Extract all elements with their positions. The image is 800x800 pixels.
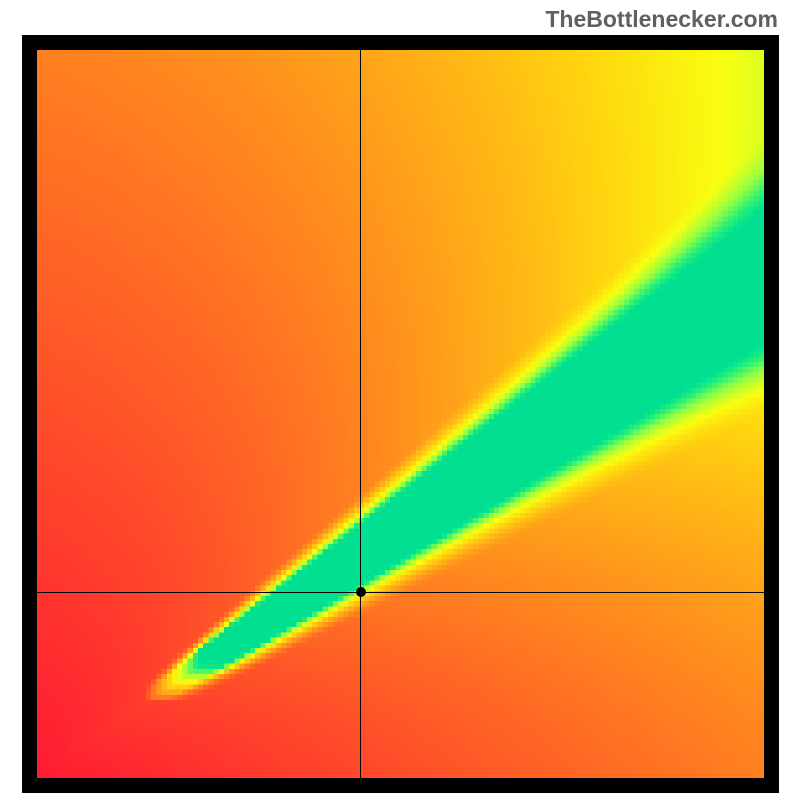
watermark-text: TheBottlenecker.com (545, 6, 778, 33)
heatmap-plot-area (37, 50, 764, 778)
crosshair-horizontal (37, 592, 764, 593)
crosshair-vertical (360, 50, 361, 778)
chart-frame (22, 35, 779, 793)
crosshair-dot (356, 587, 366, 597)
heatmap-canvas (37, 50, 764, 778)
